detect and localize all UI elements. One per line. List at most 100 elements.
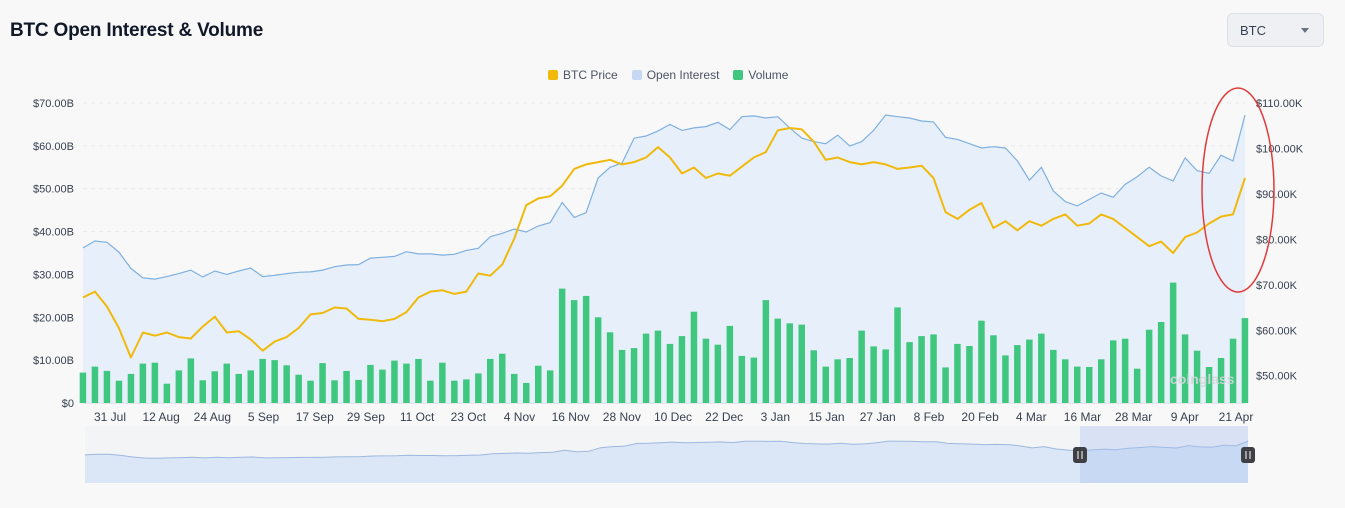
volume-bar bbox=[750, 357, 758, 403]
btc-price-line bbox=[82, 127, 1246, 359]
legend-item-volume[interactable]: Volume bbox=[733, 68, 788, 82]
volume-bar bbox=[690, 311, 698, 403]
right-axis-tick-label: $50.00K bbox=[1256, 371, 1298, 383]
volume-bar bbox=[499, 353, 506, 403]
volume-bar bbox=[1014, 345, 1021, 403]
volume-bar bbox=[1229, 338, 1237, 403]
navigator-handle-left[interactable] bbox=[1073, 447, 1087, 463]
volume-bar bbox=[187, 358, 195, 403]
volume-bar bbox=[606, 332, 614, 403]
volume-bar bbox=[475, 373, 482, 403]
volume-bar bbox=[151, 362, 159, 403]
volume-bar bbox=[355, 379, 362, 403]
volume-bar bbox=[451, 380, 458, 403]
volume-bar bbox=[1181, 334, 1189, 403]
volume-bar bbox=[990, 335, 997, 403]
x-axis-tick-label: 27 Jan bbox=[860, 410, 896, 424]
left-axis-tick-label: $0 bbox=[62, 398, 74, 410]
volume-bar bbox=[654, 330, 662, 403]
volume-bar bbox=[115, 380, 123, 403]
legend-item-open-interest[interactable]: Open Interest bbox=[631, 68, 720, 82]
volume-bar bbox=[427, 380, 434, 403]
x-axis-tick-label: 4 Nov bbox=[504, 410, 535, 424]
volume-bar bbox=[906, 342, 913, 403]
volume-bar bbox=[247, 370, 254, 403]
volume-bar bbox=[343, 370, 350, 403]
volume-bar bbox=[810, 350, 817, 403]
volume-bar bbox=[391, 360, 398, 403]
watermark: coinglass bbox=[1170, 371, 1235, 387]
volume-bar bbox=[1133, 368, 1141, 403]
left-axis-tick-label: $60.00B bbox=[33, 141, 74, 153]
volume-bar bbox=[79, 372, 87, 403]
volume-bar bbox=[570, 300, 578, 403]
volume-bar bbox=[1193, 350, 1201, 403]
x-axis-tick-label: 10 Dec bbox=[654, 410, 692, 424]
volume-bar bbox=[511, 373, 518, 403]
volume-bar bbox=[1098, 359, 1105, 403]
navigator-background bbox=[85, 426, 1248, 483]
navigator-selection bbox=[1080, 426, 1248, 483]
handle-grip bbox=[1073, 447, 1087, 463]
volume-bar bbox=[774, 318, 781, 403]
x-axis-tick-label: 29 Sep bbox=[347, 410, 385, 424]
volume-bar bbox=[798, 324, 805, 403]
volume-bar bbox=[319, 363, 326, 403]
handle-grip bbox=[1241, 447, 1255, 463]
left-axis-tick-label: $50.00B bbox=[33, 184, 74, 196]
x-axis-tick-label: 3 Jan bbox=[761, 410, 790, 424]
volume-bar bbox=[223, 363, 230, 403]
left-axis-tick-label: $30.00B bbox=[33, 269, 74, 281]
chevron-down-icon bbox=[1301, 28, 1309, 33]
volume-bar bbox=[714, 344, 722, 403]
volume-bar bbox=[235, 373, 242, 403]
x-axis-tick-label: 21 Apr bbox=[1219, 410, 1254, 424]
annotation-ellipse bbox=[1201, 87, 1275, 293]
volume-bar bbox=[762, 300, 770, 403]
x-axis-tick-label: 4 Mar bbox=[1016, 410, 1047, 424]
navigator-handle-right[interactable] bbox=[1241, 447, 1255, 463]
volume-bar bbox=[738, 355, 746, 403]
legend-swatch-volume bbox=[733, 70, 744, 80]
volume-bar bbox=[558, 288, 566, 403]
legend-label-open-interest: Open Interest bbox=[646, 68, 720, 82]
right-axis-tick-label: $60.00K bbox=[1256, 325, 1298, 337]
legend-item-btc-price[interactable]: BTC Price bbox=[548, 68, 618, 82]
volume-bar bbox=[259, 358, 266, 403]
volume-bar bbox=[1074, 366, 1081, 403]
volume-bar bbox=[91, 366, 99, 403]
x-axis-tick-label: 12 Aug bbox=[142, 410, 179, 424]
volume-bar bbox=[702, 338, 710, 403]
volume-bar bbox=[726, 325, 734, 403]
x-axis-tick-label: 8 Feb bbox=[914, 410, 945, 424]
volume-bar bbox=[546, 370, 554, 403]
right-axis-tick-label: $100.00K bbox=[1256, 143, 1304, 155]
navigator-line bbox=[84, 440, 1249, 459]
volume-bar bbox=[1169, 282, 1177, 403]
volume-bar bbox=[127, 373, 135, 403]
x-axis-tick-label: 28 Mar bbox=[1115, 410, 1152, 424]
volume-bar bbox=[642, 333, 650, 403]
x-axis-tick-label: 31 Jul bbox=[94, 410, 126, 424]
x-axis-tick-label: 5 Sep bbox=[248, 410, 280, 424]
volume-bar bbox=[1241, 318, 1249, 403]
volume-bar bbox=[870, 346, 877, 403]
volume-bar bbox=[618, 349, 626, 403]
asset-select[interactable]: BTC bbox=[1227, 13, 1324, 47]
volume-bar bbox=[822, 366, 829, 403]
volume-bar bbox=[894, 307, 901, 403]
x-axis-tick-label: 9 Apr bbox=[1171, 410, 1199, 424]
volume-bar bbox=[1050, 349, 1057, 403]
x-axis-tick-label: 15 Jan bbox=[809, 410, 845, 424]
volume-bar bbox=[918, 336, 925, 403]
volume-bar bbox=[463, 379, 470, 403]
open-interest-area bbox=[83, 115, 1245, 403]
left-axis-tick-label: $20.00B bbox=[33, 312, 74, 324]
x-axis-tick-label: 17 Sep bbox=[296, 410, 334, 424]
volume-bar bbox=[403, 363, 410, 403]
volume-bar bbox=[1110, 340, 1117, 403]
x-axis-tick-label: 11 Oct bbox=[400, 410, 435, 424]
volume-bar bbox=[594, 317, 602, 403]
page-title: BTC Open Interest & Volume bbox=[10, 20, 264, 41]
volume-bar bbox=[630, 348, 638, 403]
